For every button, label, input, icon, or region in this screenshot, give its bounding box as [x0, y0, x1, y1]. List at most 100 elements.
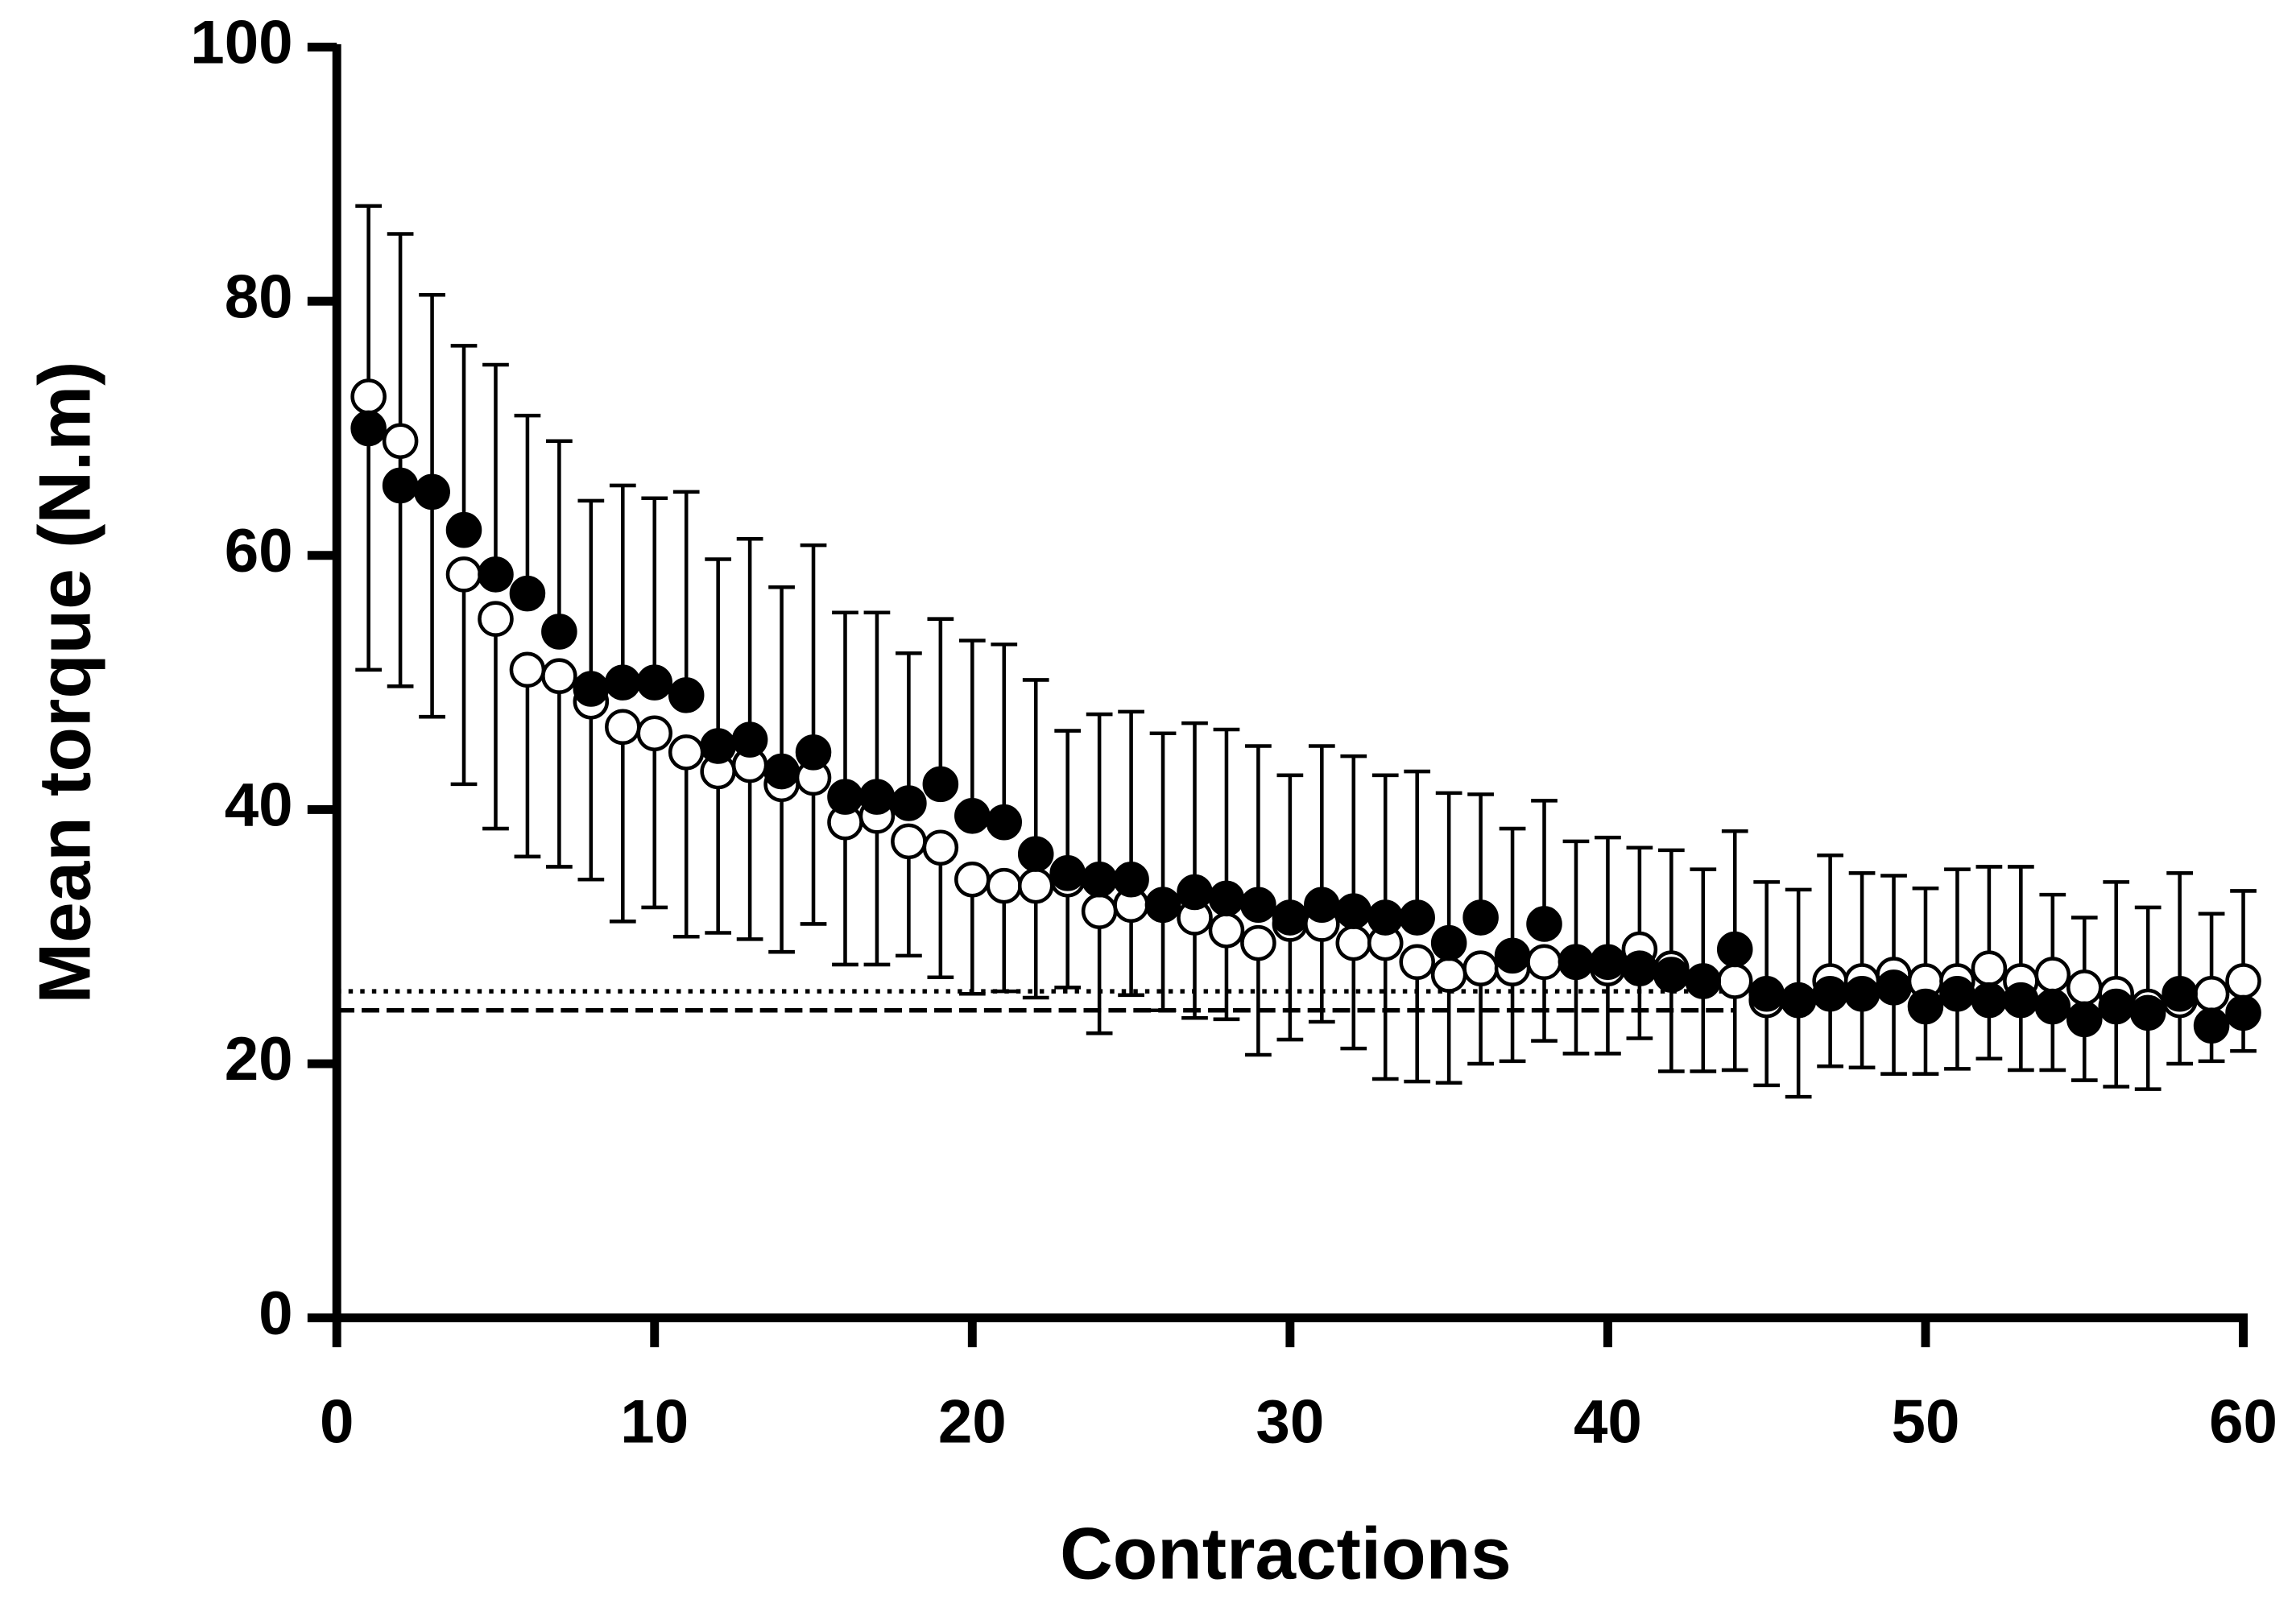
marker	[986, 867, 1023, 904]
marker	[350, 378, 387, 415]
marker	[2003, 982, 2039, 1019]
marker	[382, 467, 419, 504]
marker	[2193, 1007, 2230, 1044]
marker	[2066, 1001, 2103, 1038]
marker	[1017, 867, 1054, 904]
marker	[1081, 861, 1118, 898]
marker	[922, 766, 959, 803]
marker	[1049, 855, 1086, 891]
marker	[1367, 899, 1404, 936]
marker	[1208, 912, 1245, 949]
marker	[1653, 957, 1690, 993]
marker	[1240, 887, 1276, 924]
marker	[1462, 899, 1499, 936]
marker	[478, 556, 514, 593]
marker	[605, 664, 641, 701]
marker	[1939, 975, 1975, 1012]
marker	[2162, 975, 2198, 1012]
marker	[1716, 963, 1753, 999]
marker	[1907, 988, 1944, 1025]
marker	[858, 779, 896, 815]
marker	[1272, 899, 1309, 936]
marker	[2034, 988, 2071, 1025]
marker	[1399, 944, 1435, 981]
x-tick-label: 50	[1892, 1387, 1960, 1456]
y-tick-label: 40	[225, 771, 293, 840]
marker	[731, 721, 768, 758]
marker	[891, 823, 927, 860]
marker	[1462, 950, 1499, 986]
marker	[541, 658, 577, 694]
marker	[1876, 969, 1912, 1006]
marker	[445, 556, 482, 593]
marker	[509, 651, 546, 688]
marker	[2129, 994, 2166, 1031]
marker	[763, 753, 800, 790]
marker	[668, 677, 705, 713]
marker	[478, 601, 514, 637]
marker	[509, 575, 546, 612]
marker	[1526, 944, 1562, 981]
marker	[1430, 957, 1467, 993]
marker	[1685, 963, 1722, 999]
marker	[541, 614, 577, 650]
marker	[445, 511, 482, 548]
marker	[605, 709, 641, 746]
marker	[350, 410, 387, 447]
marker	[2034, 957, 2071, 993]
marker	[668, 734, 705, 771]
marker	[922, 829, 959, 866]
marker	[1399, 899, 1435, 936]
x-axis-title: Contractions	[1060, 1514, 1512, 1595]
x-tick-label: 30	[1256, 1387, 1324, 1456]
marker	[986, 804, 1023, 841]
marker	[2225, 963, 2261, 999]
marker	[1780, 982, 1817, 1019]
y-tick-label: 100	[190, 9, 292, 77]
marker	[954, 798, 991, 834]
marker	[891, 785, 927, 821]
marker	[1304, 887, 1340, 924]
x-tick-label: 0	[320, 1387, 354, 1456]
marker	[1971, 982, 2008, 1019]
marker	[827, 779, 863, 815]
marker	[414, 473, 450, 511]
y-axis-title: Mean torque (N.m)	[24, 362, 105, 1004]
marker	[1526, 906, 1562, 942]
y-tick-label: 60	[225, 517, 293, 585]
marker	[573, 671, 610, 707]
marker	[382, 423, 419, 459]
marker	[2066, 969, 2103, 1006]
y-tick-label: 20	[225, 1025, 293, 1093]
marker	[1494, 937, 1531, 974]
x-tick-label: 40	[1574, 1387, 1642, 1456]
marker	[1748, 975, 1785, 1012]
marker	[1558, 944, 1595, 981]
marker	[1177, 874, 1213, 911]
marker	[636, 664, 673, 701]
marker	[1716, 931, 1753, 968]
marker	[1144, 887, 1181, 924]
marker	[1590, 944, 1626, 981]
marker	[1335, 893, 1372, 929]
marker	[954, 861, 991, 898]
marker	[1113, 861, 1149, 898]
marker	[1017, 836, 1054, 872]
x-tick-label: 60	[2209, 1387, 2277, 1456]
marker	[1812, 975, 1848, 1012]
marker	[795, 734, 832, 771]
marker	[1240, 924, 1276, 961]
y-tick-label: 80	[225, 262, 293, 331]
marker	[1843, 975, 1880, 1012]
marker	[636, 715, 673, 751]
marker	[700, 728, 736, 764]
marker	[2225, 994, 2261, 1031]
y-tick-label: 0	[259, 1279, 292, 1348]
marker	[1208, 880, 1245, 917]
marker	[2193, 975, 2230, 1012]
marker	[1430, 924, 1467, 961]
marker	[1335, 924, 1372, 961]
x-tick-label: 10	[620, 1387, 689, 1456]
marker	[2098, 988, 2134, 1025]
